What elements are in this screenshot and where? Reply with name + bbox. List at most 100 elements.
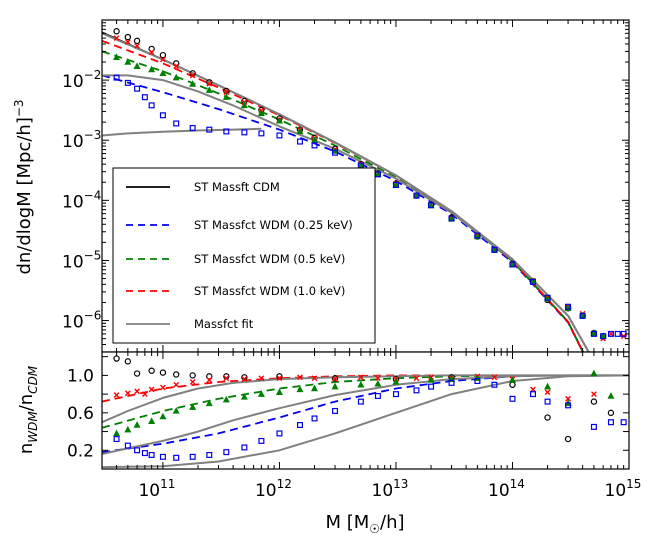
top-point-simulation-wdm-0-25-kev-13 (296, 138, 303, 145)
bottom-point-ratio-cdm-2 (133, 370, 141, 377)
bottom-point-ratio-wdm-0-25-kev-3 (141, 450, 148, 457)
top-point-simulation-cdm-4 (159, 51, 167, 59)
bottom-point-ratio-wdm-0-25-kev-17 (374, 392, 381, 399)
x-axis-label-text: M [M (325, 512, 369, 533)
top-point-simulation-wdm-0-25-kev-17 (374, 171, 381, 178)
top-y-tick-label-exp: −3 (84, 128, 102, 142)
bottom-point-ratio-wdm-1-0-kev-0 (113, 392, 120, 398)
bottom-markers (113, 355, 627, 461)
bottom-point-ratio-wdm-1-0-kev-3 (141, 391, 148, 398)
bottom-point-ratio-wdm-0-5-kev-11 (275, 388, 283, 395)
x-tick-label-1: 1012 (255, 477, 292, 501)
bottom-point-ratio-wdm-1-0-kev-4 (148, 386, 155, 393)
bottom-point-ratio-wdm-0-5-kev-13 (311, 384, 319, 392)
top-point-simulation-wdm-0-25-kev-20 (428, 202, 435, 209)
bottom-point-ratio-cdm-1 (124, 358, 132, 365)
top-point-simulation-wdm-0-5-kev-4 (159, 69, 167, 76)
top-panel: 10−210−310−410−510−6 ST Massft CDM ST Ma… (12, 19, 630, 353)
top-point-simulation-wdm-0-25-kev-15 (332, 149, 339, 156)
top-point-simulation-wdm-0-25-kev-27 (565, 303, 572, 310)
x-tick-label-exp: 12 (277, 477, 292, 491)
top-y-tick-label-1: 10−3 (62, 128, 101, 152)
bottom-point-ratio-wdm-0-5-kev-14 (331, 382, 339, 390)
legend-label-fit: Massfct fit (194, 317, 254, 331)
top-point-simulation-wdm-0-5-kev-12 (296, 127, 304, 135)
bottom-point-ratio-wdm-0-25-kev-10 (241, 444, 248, 451)
top-point-simulation-wdm-0-5-kev-3 (148, 65, 156, 73)
bottom-point-ratio-cdm-3 (148, 367, 155, 374)
bottom-point-ratio-wdm-1-0-kev-9 (223, 375, 230, 382)
top-point-simulation-wdm-1-0-kev-7 (206, 80, 213, 87)
bottom-point-ratio-wdm-1-0-kev-12 (276, 375, 283, 382)
bottom-x-ticks: 1011 1012 1013 1014 1015 (101, 352, 641, 501)
top-point-simulation-wdm-0-25-kev-32 (614, 330, 621, 337)
x-axis-label: M [M☉/h] (325, 512, 404, 536)
top-point-simulation-wdm-0-5-kev-9 (240, 101, 248, 109)
top-point-simulation-wdm-0-25-kev-29 (590, 330, 597, 337)
bottom-curves (102, 374, 629, 469)
top-line-st-massfct-wdm-0-5-kev (102, 50, 584, 352)
top-point-simulation-wdm-0-25-kev-9 (223, 128, 230, 135)
bottom-point-ratio-wdm-1-0-kev-14 (311, 375, 318, 382)
top-point-simulation-wdm-0-25-kev-7 (189, 124, 196, 131)
top-point-simulation-wdm-0-25-kev-3 (141, 94, 148, 101)
top-point-simulation-wdm-1-0-kev-30 (608, 331, 614, 337)
top-point-simulation-wdm-0-25-kev-12 (276, 132, 283, 139)
top-point-simulation-wdm-0-5-kev-10 (257, 109, 265, 117)
bottom-point-ratio-wdm-0-5-kev-15 (357, 380, 365, 388)
bottom-point-ratio-wdm-0-5-kev-0 (113, 429, 121, 437)
bottom-point-ratio-wdm-0-25-kev-14 (311, 415, 318, 422)
bottom-point-ratio-wdm-0-25-kev-6 (173, 454, 180, 461)
bottom-y-tick-label-1: 0.6 (67, 404, 94, 424)
top-point-simulation-wdm-0-5-kev-5 (172, 73, 180, 81)
bottom-point-ratio-wdm-0-25-kev-1 (124, 442, 131, 449)
top-point-simulation-wdm-0-25-kev-11 (258, 130, 265, 137)
top-point-simulation-wdm-1-0-kev-6 (189, 72, 196, 79)
top-y-tick-label-0: 10−2 (62, 68, 101, 92)
bottom-point-ratio-wdm-0-5-kev-22 (544, 382, 552, 390)
top-point-simulation-wdm-0-5-kev-2 (133, 62, 141, 69)
top-y-axis-label: dn/dlogM [Mpc/h]−3 (12, 99, 35, 274)
top-line-massfct-fit-wdm (102, 74, 590, 352)
bottom-point-ratio-wdm-0-25-kev-30 (620, 419, 627, 426)
bottom-point-ratio-cdm-4 (159, 369, 167, 376)
x-tick-label-3: 1014 (488, 477, 525, 501)
bottom-point-ratio-wdm-0-5-kev-8 (222, 395, 230, 403)
bottom-y-label-n1: n (16, 443, 37, 454)
bottom-point-ratio-cdm-16 (564, 435, 572, 443)
top-point-simulation-wdm-0-25-kev-5 (159, 112, 166, 119)
bottom-point-ratio-wdm-1-0-kev-23 (491, 374, 498, 381)
bottom-y-ticks: 1.0 0.6 0.2 (67, 356, 629, 461)
bottom-point-ratio-wdm-1-0-kev-17 (375, 375, 381, 382)
bottom-point-ratio-wdm-0-25-kev-15 (332, 407, 339, 414)
bottom-point-ratio-wdm-0-25-kev-18 (392, 391, 399, 398)
top-y-tick-label-2: 10−4 (62, 188, 101, 212)
top-y-tick-label-base: 10 (62, 192, 84, 212)
bottom-point-ratio-wdm-0-25-kev-28 (590, 423, 597, 430)
top-point-simulation-wdm-0-25-kev-30 (600, 333, 607, 340)
bottom-point-ratio-wdm-1-0-kev-8 (206, 377, 213, 383)
x-tick-label-exp: 11 (160, 477, 175, 491)
x-axis-label-sub: ☉ (369, 522, 380, 536)
bottom-point-ratio-wdm-0-25-kev-4 (148, 451, 155, 458)
top-point-simulation-wdm-0-25-kev-0 (113, 74, 120, 81)
top-point-simulation-wdm-0-25-kev-28 (579, 312, 586, 319)
bottom-y-label-sub2: CDM (26, 365, 40, 394)
top-point-simulation-wdm-1-0-kev-8 (223, 89, 230, 96)
top-y-tick-label-exp: −6 (84, 309, 102, 323)
bottom-line-st-ratio-0-25-kev (102, 375, 513, 454)
bottom-point-ratio-wdm-1-0-kev-6 (173, 381, 180, 388)
top-point-simulation-wdm-1-0-kev-5 (173, 63, 180, 70)
bottom-point-ratio-wdm-0-5-kev-3 (148, 417, 156, 424)
top-point-simulation-cdm-7 (206, 79, 213, 86)
bottom-point-ratio-wdm-0-5-kev-17 (392, 378, 400, 385)
bottom-point-ratio-wdm-1-0-kev-16 (357, 374, 364, 381)
x-tick-label-0: 1011 (138, 477, 175, 501)
top-y-tick-label-base: 10 (62, 252, 84, 272)
bottom-point-ratio-wdm-0-25-kev-11 (258, 437, 265, 444)
top-y-tick-label-base: 10 (62, 313, 84, 333)
bottom-point-ratio-wdm-0-25-kev-2 (134, 447, 141, 454)
bottom-point-ratio-wdm-1-0-kev-27 (565, 395, 571, 402)
x-tick-label-exp: 13 (393, 477, 408, 491)
